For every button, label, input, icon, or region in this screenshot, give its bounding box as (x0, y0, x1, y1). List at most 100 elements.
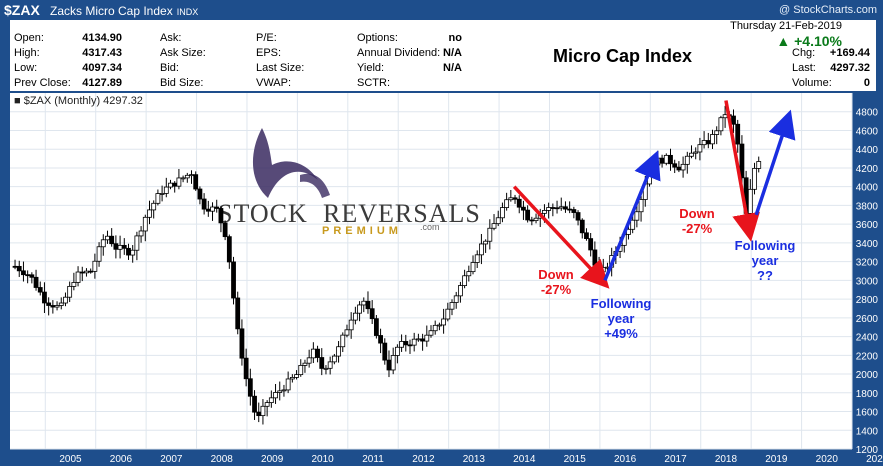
volume-value: 0 (863, 77, 870, 89)
candle-body (663, 154, 669, 164)
index-name-text: Zacks Micro Cap Index (50, 4, 173, 18)
candle-body (310, 348, 316, 359)
candle-body (281, 389, 287, 392)
candle-body (735, 123, 741, 145)
candle-body (147, 209, 152, 218)
options-value-1: N/A (443, 47, 462, 59)
candle-body (155, 193, 161, 204)
candle-body (630, 219, 636, 230)
y-tick-label: 1600 (856, 408, 879, 419)
last-value: 4297.32 (830, 62, 870, 74)
plot-label: ■ $ZAX (Monthly) 4297.32 (14, 95, 143, 107)
ohlc-label-0: Open: (14, 32, 44, 44)
candle-body (542, 210, 547, 214)
candle-body (567, 208, 573, 211)
candle-body (718, 117, 724, 132)
candle-body (705, 140, 711, 145)
logo-text-stock: STOCK (218, 199, 308, 228)
index-name: Zacks Micro Cap Index INDX (50, 4, 198, 18)
candle-body (121, 244, 127, 249)
candle-body (327, 361, 333, 369)
chg-value: +169.44 (829, 47, 870, 59)
logo-text-reversals: REVERSALS (323, 199, 481, 228)
ohlc-value-0: 4134.90 (82, 32, 122, 44)
exchange-label: INDX (176, 7, 199, 17)
candle-body (693, 151, 699, 154)
candle-body (394, 346, 400, 356)
candle-body (470, 262, 476, 273)
last-label: Last: (792, 62, 816, 74)
candle-body (273, 392, 278, 399)
candle-body (453, 295, 459, 303)
candle-body (361, 300, 367, 306)
candle-body (268, 397, 274, 404)
candle-body (294, 374, 299, 378)
candle-body (428, 330, 434, 336)
annotation-down2-line-1: -27% (682, 221, 713, 236)
candle-body (676, 166, 682, 171)
symbol-label[interactable]: $ZAX (4, 2, 40, 18)
options-value-2: N/A (443, 62, 462, 74)
y-tick-label: 2000 (856, 370, 879, 381)
candle-body (655, 157, 661, 166)
candle-body (302, 362, 308, 366)
candle-body (260, 405, 266, 417)
candle-body (67, 285, 73, 298)
candle-body (256, 411, 262, 417)
options-value-0: no (448, 32, 462, 44)
candle-body (46, 302, 52, 306)
x-tick-label: 2014 (513, 454, 536, 465)
candle-body (634, 211, 640, 221)
candle-body (197, 188, 203, 200)
ohlc-label-1: High: (14, 47, 40, 59)
candle-body (12, 265, 18, 268)
ask-bid-label-0: Ask: (160, 32, 182, 44)
candle-body (407, 344, 413, 347)
down-arrow-2018 (724, 100, 760, 242)
candle-body (739, 143, 745, 179)
candle-body (117, 244, 123, 250)
y-tick-label: 4200 (856, 164, 879, 175)
candle-body (205, 208, 211, 212)
candle-body (264, 402, 270, 407)
candle-body (554, 207, 560, 210)
candle-body (336, 346, 341, 357)
candle-body (21, 270, 26, 276)
candle-body (571, 209, 577, 213)
options-label-0: Options: (357, 32, 398, 44)
candle-body (58, 302, 64, 306)
candle-body (512, 197, 518, 200)
quote-pct-change: ▲ +4.10% (776, 33, 842, 49)
candle-body (193, 174, 199, 190)
x-tick-label: 2015 (564, 454, 587, 465)
candle-body (680, 163, 686, 171)
candle-body (84, 270, 89, 274)
source-credit[interactable]: @ StockCharts.com (779, 4, 877, 16)
ohlc-value-3: 4127.89 (82, 77, 122, 89)
candle-body (189, 174, 194, 177)
quote-date: Thursday 21-Feb-2019 (730, 20, 842, 32)
candle-body (79, 271, 85, 274)
logo-bull-icon (252, 128, 318, 198)
candle-body (113, 243, 119, 250)
y-tick-label: 2600 (856, 314, 879, 325)
candle-body (462, 275, 468, 286)
candle-body (247, 378, 253, 397)
candle-body (479, 243, 484, 256)
candle-body (285, 378, 291, 391)
fundamentals-label-2: Last Size: (256, 62, 305, 74)
chg-label: Chg: (792, 47, 816, 59)
chart-title: Micro Cap Index (553, 46, 693, 66)
candle-body (411, 338, 417, 346)
candle-body (163, 186, 169, 194)
candle-body (235, 297, 241, 330)
candle-body (672, 163, 678, 168)
candle-body (529, 219, 535, 222)
fundamentals-label-3: VWAP: (256, 77, 292, 89)
candle-body (352, 312, 358, 321)
candle-body (373, 318, 379, 336)
candle-body (151, 202, 157, 211)
candle-body (474, 254, 480, 263)
